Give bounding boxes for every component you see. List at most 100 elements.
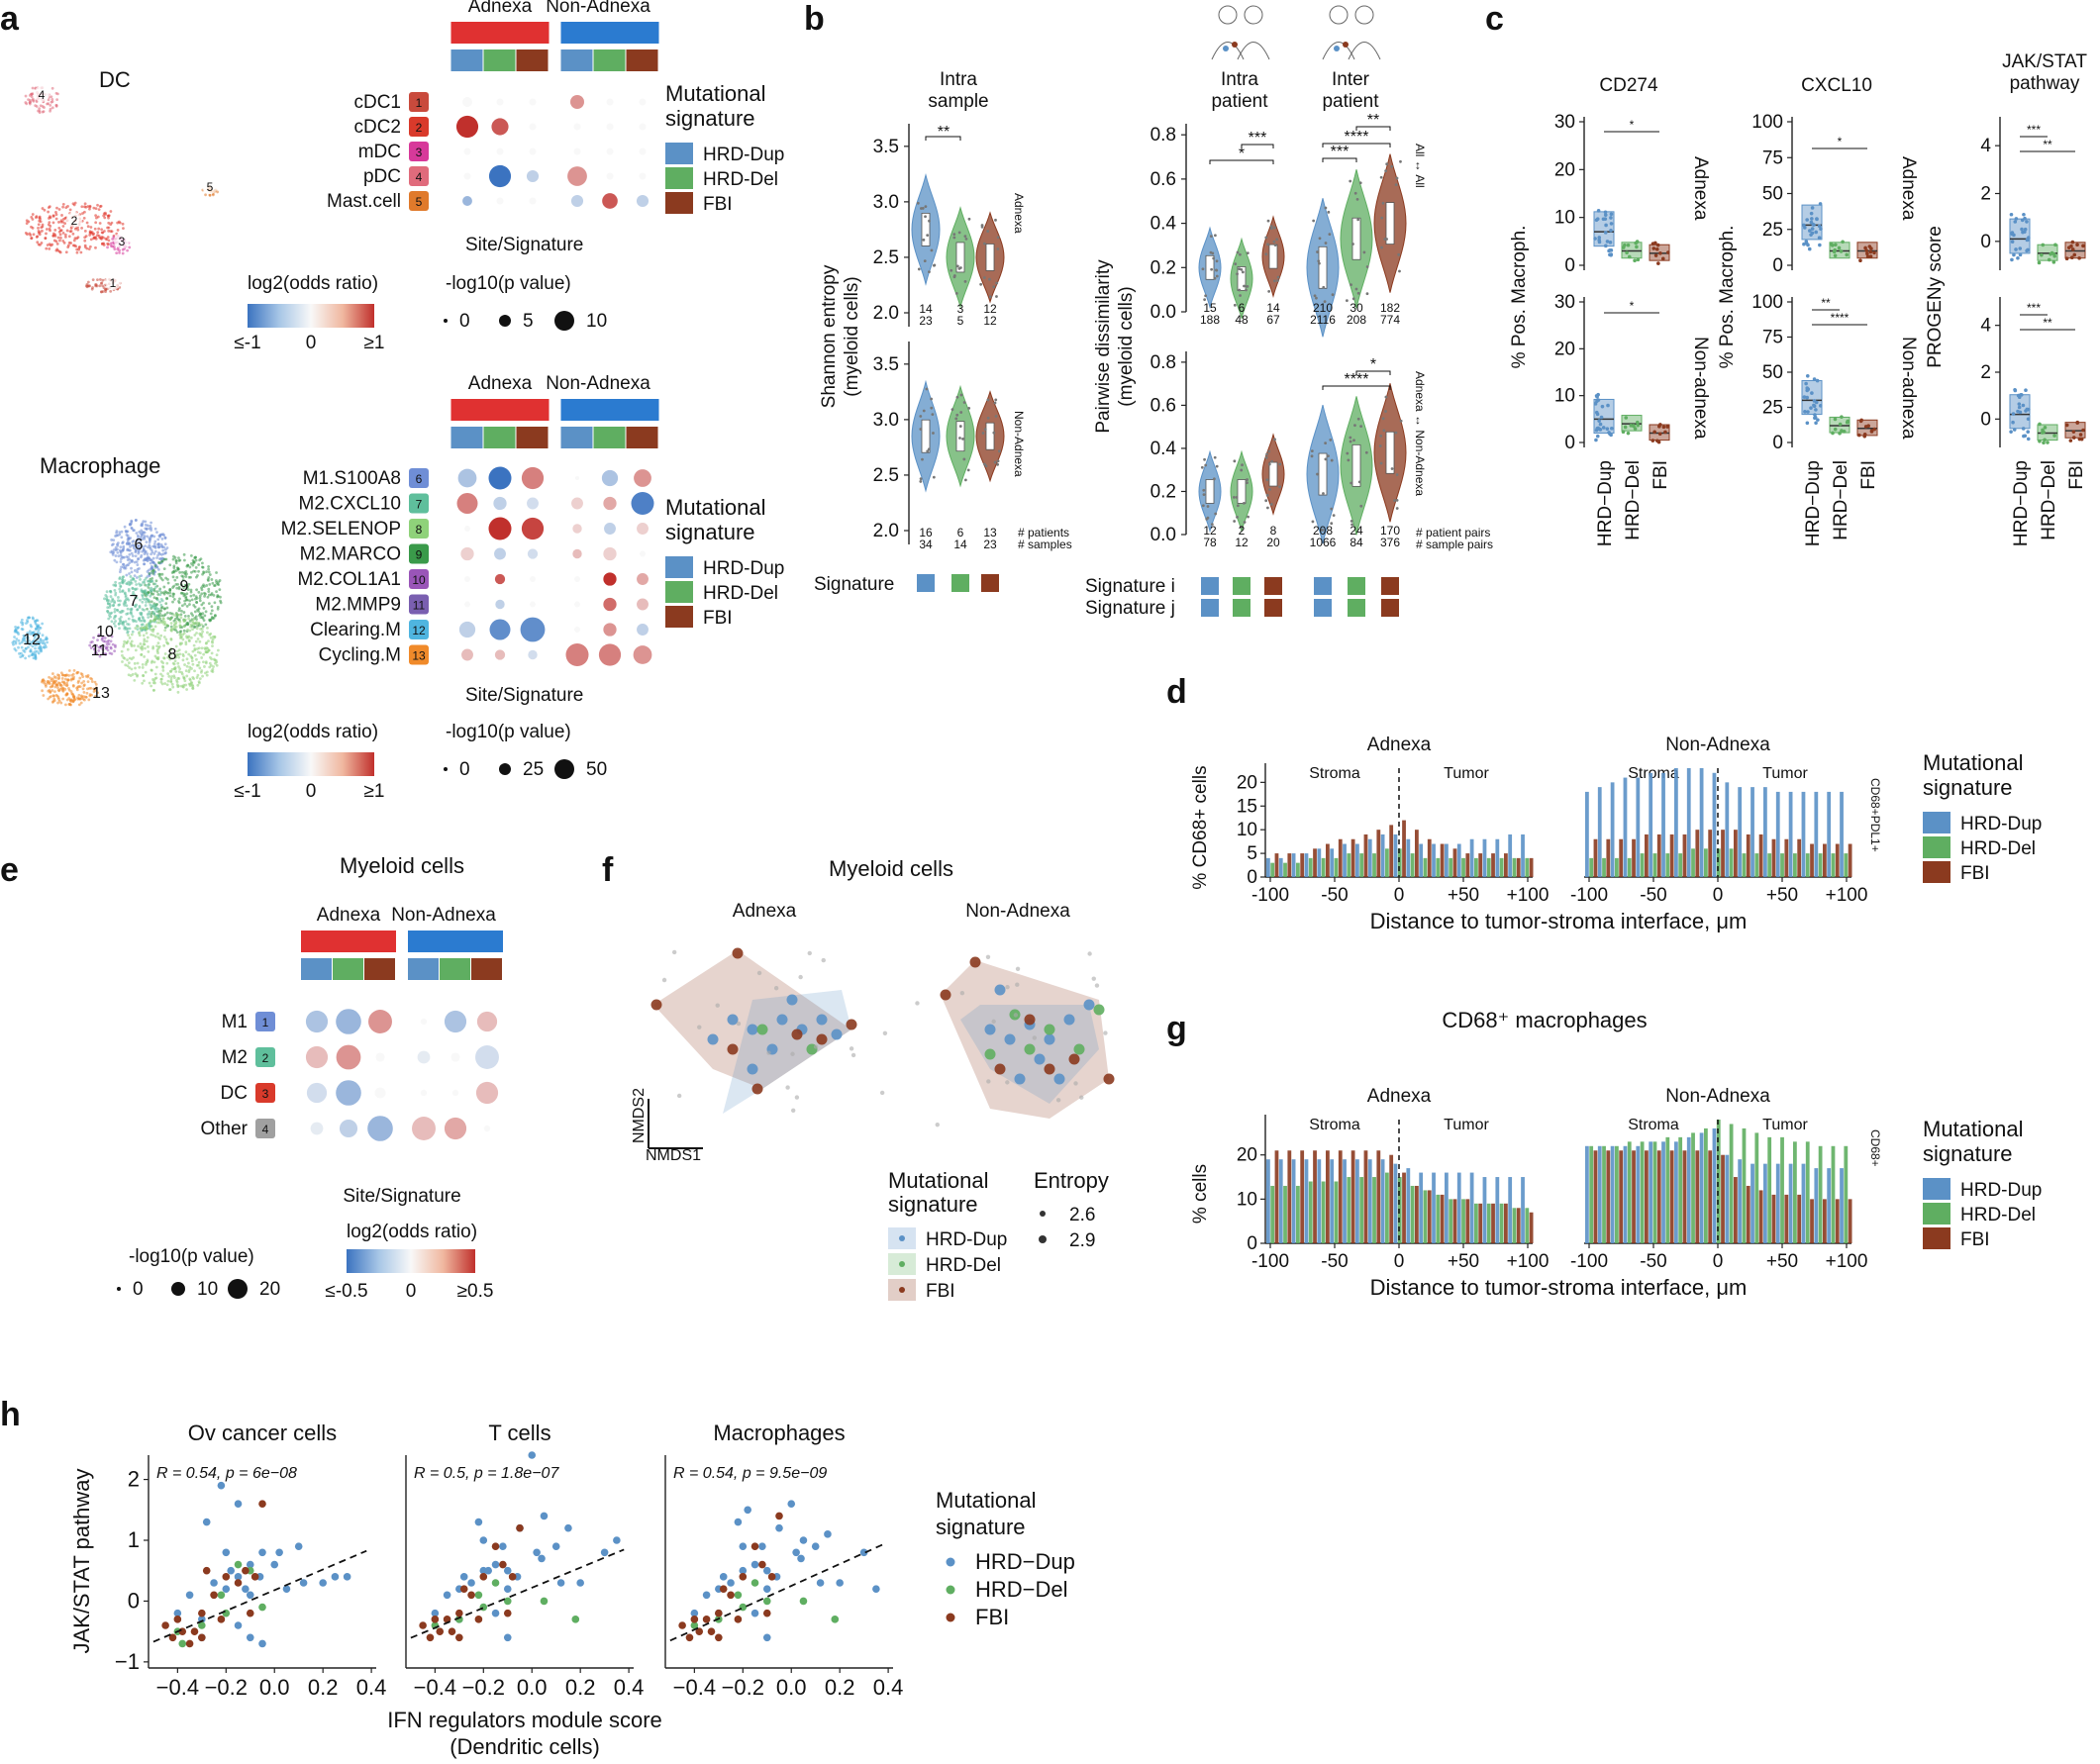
umap-point [126,647,130,651]
violin-point [1318,237,1322,241]
violin-point [1355,198,1359,201]
nmds-background-point [1079,1095,1084,1100]
box-point [1604,223,1608,228]
row-color-key [409,166,429,186]
umap-mac-10 [88,633,117,658]
dot-mark [310,1122,324,1135]
dot-mark [573,147,581,155]
x-tick-label: HRD−Del [2039,460,2059,540]
legend-swatch [665,581,693,603]
umap-point [130,644,134,648]
scatter-point [198,1633,206,1642]
box-point [1609,216,1613,220]
scatter-point [190,1627,199,1635]
violin-point [992,431,996,435]
umap-point [215,653,219,656]
bar-mark [1814,791,1819,877]
box-point [1806,410,1810,414]
box-point [1609,228,1613,233]
box-point [1842,430,1847,434]
violin-point [952,275,956,279]
umap-point [123,604,127,607]
umap-point [150,586,153,590]
x-tick-label: +50 [1448,1251,1479,1272]
umap-point [55,206,58,210]
umap-point [144,646,147,650]
umap-point [134,666,137,670]
box-point [1802,242,1806,246]
bar-mark [1771,838,1776,877]
umap-point [113,615,117,619]
header-text: Intra [940,69,977,90]
bar-mark [1742,1127,1747,1243]
violin-point [1310,454,1314,458]
umap-point [116,543,120,547]
bar-mark [1296,1185,1300,1243]
violin-point [1239,294,1242,297]
umap-point [62,241,66,245]
umap-point [211,617,215,620]
bar-mark [1436,1194,1441,1243]
bar-mark [1767,853,1772,877]
umap-point [117,596,120,599]
dot-mark [463,172,471,180]
nmds-background-point [959,990,965,996]
umap-point [194,558,198,562]
umap-point [169,677,173,681]
umap-point [179,616,183,620]
significance-bracket [1322,143,1391,147]
umap-point [163,542,167,546]
umap-point [24,231,28,235]
umap-point [51,694,55,698]
umap-point [88,245,92,248]
scatter-point [503,1566,512,1575]
site-header-non-adnexa: Non-Adnexa [546,373,650,394]
bar-mark [1334,857,1339,877]
umap-point [197,607,201,611]
nmds-background-point [794,1095,800,1100]
box-point [1845,420,1850,425]
violin-point [1322,285,1326,289]
legend-dot [946,1585,955,1595]
box-point [2047,257,2051,262]
violin-box [1318,245,1328,289]
box-point [2042,441,2046,445]
icon-head [1329,5,1349,25]
scatter-point [459,1573,468,1581]
facet-strip-label: CD68+PDL1+ [1868,778,1882,852]
bar-mark [1347,1177,1351,1243]
signature-bar [483,49,516,71]
dot-mark [496,147,504,155]
umap-point [118,627,121,631]
violin-point [928,270,931,274]
umap-point [104,593,108,597]
scatter-point [678,1621,686,1629]
umap-point [75,247,79,251]
umap-point [64,703,67,707]
scatter-point [707,1627,716,1635]
umap-point [145,592,149,596]
scatter-point [198,1621,206,1629]
bar-mark [1593,1150,1598,1243]
umap-point [55,98,59,102]
umap-point [168,563,172,567]
umap-point [153,672,157,676]
umap-point [41,622,45,626]
scatter-point [799,1536,808,1544]
y-tick-label: 10 [1554,208,1575,229]
umap-point [30,216,34,219]
umap-point [120,565,123,569]
legend-title: signature [665,520,755,544]
panel-f-title: Myeloid cells [829,856,953,881]
umap-point [124,620,128,624]
bar-mark [1465,853,1470,877]
site-header-adnexa: Adnexa [468,0,533,17]
umap-point [54,105,58,108]
umap-point [134,554,138,558]
umap-point [201,565,204,569]
umap-point [67,235,71,239]
x-tick-label: −0.4 [156,1675,199,1700]
box-point [1625,250,1629,255]
umap-point [134,627,138,630]
umap-point [138,575,142,578]
